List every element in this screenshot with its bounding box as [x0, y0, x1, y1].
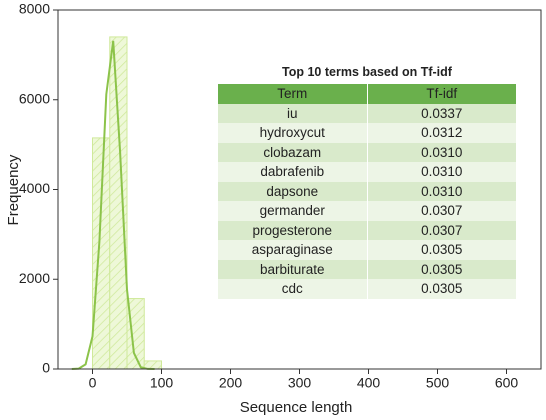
- table-cell: clobazam: [263, 144, 322, 160]
- table-row: dabrafenib 0.0310: [218, 162, 516, 182]
- y-tick-label: 8000: [19, 1, 50, 17]
- table-cell: 0.0337: [366, 103, 517, 123]
- bar: [109, 36, 128, 370]
- x-axis-label: Sequence length: [240, 399, 353, 416]
- table-cell: 0.0305: [366, 279, 517, 299]
- y-tick-label: 6000: [19, 90, 50, 106]
- table-cell: 0.0305: [366, 240, 517, 260]
- table-cell: progesterone: [252, 222, 333, 238]
- table-row: clobazam 0.0310: [218, 142, 517, 162]
- table-cell: 0.0310: [366, 162, 517, 182]
- table-row: germander 0.0307: [218, 201, 516, 221]
- x-tick-label: 100: [150, 375, 174, 391]
- bar: [92, 137, 111, 370]
- table-header: Term Tf-idf: [218, 84, 516, 104]
- fit-curve: [71, 40, 155, 370]
- table-row: barbiturate 0.0305: [218, 259, 517, 279]
- table-row: asparaginase 0.0305: [218, 240, 516, 260]
- table-cell: 0.0305: [366, 259, 517, 279]
- table-cell: dapsone: [266, 183, 319, 199]
- table-row: iu 0.0337: [218, 103, 517, 123]
- table-row: hydroxycut 0.0312: [218, 123, 516, 143]
- table-cell: asparaginase: [251, 242, 333, 257]
- table-cell: barbiturate: [259, 261, 325, 277]
- x-tick-label: 0: [89, 375, 97, 391]
- inset-table: Top 10 terms based on Tf-idf Term Tf-idf i…: [218, 62, 516, 299]
- table-cell: cdc: [281, 281, 303, 296]
- x-tick-label: 400: [357, 375, 381, 391]
- table-row: dapsone 0.0310: [218, 181, 517, 201]
- table-row: cdc 0.0305: [218, 279, 516, 299]
- table-cell: 0.0307: [366, 220, 517, 240]
- table-row: progesterone 0.0307: [218, 220, 517, 240]
- table-cell: iu: [286, 105, 298, 121]
- table-cell: germander: [259, 203, 325, 218]
- x-tick-label: 200: [219, 375, 243, 391]
- x-tick-label: 300: [288, 375, 312, 391]
- table-title: Top 10 terms based on Tf-idf: [282, 65, 452, 79]
- table-cell: hydroxycut: [259, 125, 325, 140]
- x-tick-label: 600: [495, 375, 519, 391]
- y-tick-label: 4000: [19, 180, 50, 196]
- y-tick-label: 2000: [19, 270, 50, 286]
- table-cell: 0.0307: [366, 201, 517, 221]
- header-cell: Term: [277, 86, 308, 101]
- table-cell: 0.0312: [366, 123, 517, 143]
- y-axis-label: Frequency: [5, 154, 22, 225]
- header-cell: Tf-idf: [366, 84, 517, 104]
- y-tick-label: 0: [42, 360, 50, 376]
- table-cell: 0.0310: [366, 181, 517, 201]
- table-cell: 0.0310: [366, 142, 517, 162]
- table-cell: dabrafenib: [260, 164, 325, 179]
- x-tick-label: 500: [426, 375, 450, 391]
